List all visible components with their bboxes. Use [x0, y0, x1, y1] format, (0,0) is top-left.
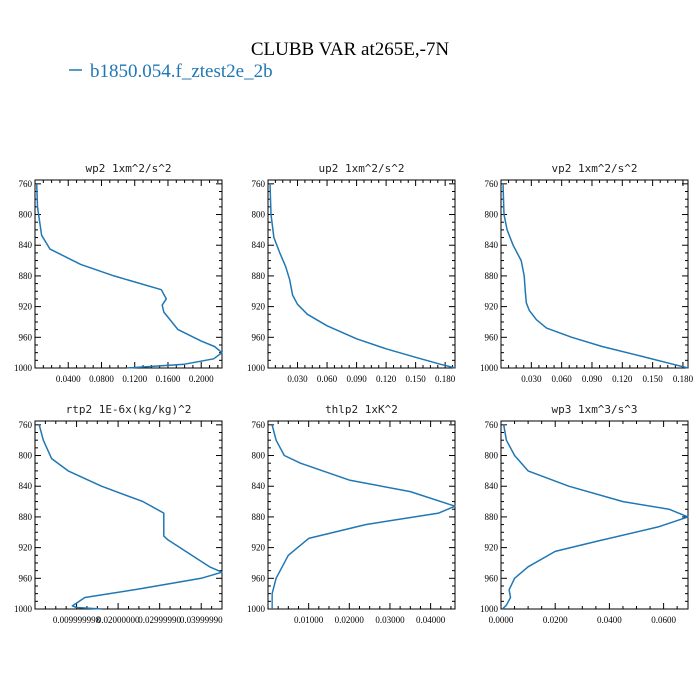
panel-grid: wp2 1xm^2/s^2 760 800 840 880 920 960 1000 0.040…: [14, 162, 694, 625]
y-tick-label: 800: [19, 210, 33, 220]
x-tick-label: 0.180: [673, 374, 694, 384]
y-tick-label: 1000: [247, 363, 266, 373]
plot-frame: [500, 179, 689, 369]
y-tick-label: 920: [485, 302, 499, 312]
y-tick-label: 1000: [14, 363, 33, 373]
y-tick-label: 960: [19, 332, 33, 342]
y-tick-label: 960: [485, 332, 499, 342]
y-tick-label: 800: [19, 451, 33, 461]
x-tick-label: 0.2000: [189, 374, 214, 384]
panel-title: vp2 1xm^2/s^2: [551, 162, 637, 175]
x-tick-label: 0.0200: [543, 615, 568, 625]
y-tick-label: 800: [252, 451, 266, 461]
series-line: [503, 184, 688, 368]
x-tick-label: 0.03999990: [180, 615, 223, 625]
panel-1: up2 1xm^2/s^2 760 800 840 880 920 960 1000 0.030…: [247, 162, 456, 384]
panel-4: thlp2 1xK^2 760 800 840 880 920 960 1000 0.01000…: [247, 403, 455, 625]
y-tick-label: 840: [252, 481, 266, 491]
x-tick-label: 0.030: [287, 374, 308, 384]
x-tick-label: 0.120: [612, 374, 633, 384]
series-line: [502, 425, 688, 609]
x-tick-label: 0.02000000: [97, 615, 140, 625]
x-tick-label: 0.04000: [416, 615, 446, 625]
y-tick-label: 760: [19, 420, 33, 430]
panel-title: rtp2 1E-6x(kg/kg)^2: [66, 403, 192, 416]
x-tick-label: 0.060: [552, 374, 573, 384]
x-tick-label: 0.150: [406, 374, 427, 384]
series-line: [37, 184, 222, 368]
x-tick-label: 0.180: [435, 374, 456, 384]
x-tick-label: 0.0800: [89, 374, 114, 384]
x-tick-label: 0.030: [521, 374, 542, 384]
series-line: [39, 425, 222, 609]
x-tick-label: 0.0400: [597, 615, 622, 625]
series-line: [270, 184, 455, 368]
plot-frame: [34, 420, 223, 610]
x-tick-label: 0.0600: [651, 615, 676, 625]
x-tick-label: 0.0400: [56, 374, 81, 384]
x-tick-label: 0.150: [642, 374, 663, 384]
y-tick-label: 880: [252, 271, 266, 281]
y-tick-label: 840: [485, 240, 499, 250]
x-tick-label: 0.1600: [156, 374, 181, 384]
plot-frame: [500, 420, 689, 610]
x-tick-label: 0.01000: [294, 615, 324, 625]
figure-title: CLUBB VAR at265E,-7N: [251, 39, 450, 60]
x-tick-label: 0.02000: [335, 615, 365, 625]
x-tick-label: 0.03000: [375, 615, 405, 625]
y-tick-label: 760: [485, 179, 499, 189]
y-tick-label: 880: [485, 271, 499, 281]
y-tick-label: 920: [252, 543, 266, 553]
y-tick-label: 840: [19, 240, 33, 250]
plot-frame: [34, 179, 223, 369]
panel-title: wp2 1xm^2/s^2: [85, 162, 171, 175]
plot-frame: [267, 179, 456, 369]
y-tick-label: 960: [252, 332, 266, 342]
y-tick-label: 760: [19, 179, 33, 189]
x-tick-label: 0.009999998: [53, 615, 101, 625]
y-tick-label: 880: [485, 512, 499, 522]
x-tick-label: 0.090: [582, 374, 603, 384]
y-tick-label: 1000: [480, 363, 499, 373]
x-tick-label: 0.1200: [122, 374, 147, 384]
y-tick-label: 800: [252, 210, 266, 220]
x-tick-label: 0.02999990: [138, 615, 181, 625]
y-tick-label: 960: [252, 573, 266, 583]
panel-5: wp3 1xm^3/s^3 760 800 840 880 920 960 10000.000…: [480, 403, 688, 625]
y-tick-label: 1000: [480, 604, 499, 614]
y-tick-label: 840: [19, 481, 33, 491]
y-tick-label: 1000: [247, 604, 266, 614]
y-tick-label: 880: [19, 271, 33, 281]
y-tick-label: 840: [252, 240, 266, 250]
y-tick-label: 880: [19, 512, 33, 522]
y-tick-label: 920: [485, 543, 499, 553]
y-tick-label: 1000: [14, 604, 33, 614]
y-tick-label: 960: [485, 573, 499, 583]
legend-label: b1850.054.f_ztest2e_2b: [90, 61, 273, 82]
y-tick-label: 760: [485, 420, 499, 430]
panel-title: wp3 1xm^3/s^3: [551, 403, 637, 416]
panel-3: rtp2 1E-6x(kg/kg)^2 760 800 840 880 920 960 100…: [14, 403, 223, 625]
y-tick-label: 840: [485, 481, 499, 491]
y-tick-label: 920: [252, 302, 266, 312]
y-tick-label: 960: [19, 573, 33, 583]
x-tick-label: 0.0000: [489, 615, 514, 625]
y-tick-label: 800: [485, 210, 499, 220]
y-tick-label: 760: [252, 420, 266, 430]
x-tick-label: 0.090: [346, 374, 367, 384]
y-tick-label: 920: [19, 543, 33, 553]
panel-title: up2 1xm^2/s^2: [318, 162, 404, 175]
x-tick-label: 0.060: [317, 374, 338, 384]
panel-title: thlp2 1xK^2: [325, 403, 398, 416]
y-tick-label: 800: [485, 451, 499, 461]
panel-0: wp2 1xm^2/s^2 760 800 840 880 920 960 1000 0.040…: [14, 162, 222, 384]
x-tick-label: 0.120: [376, 374, 397, 384]
y-tick-label: 880: [252, 512, 266, 522]
series-line: [272, 425, 455, 609]
panel-2: vp2 1xm^2/s^2 760 800 840 880 920 960 1000 0.030…: [480, 162, 694, 384]
y-tick-label: 920: [19, 302, 33, 312]
y-tick-label: 760: [252, 179, 266, 189]
plot-frame: [267, 420, 456, 610]
